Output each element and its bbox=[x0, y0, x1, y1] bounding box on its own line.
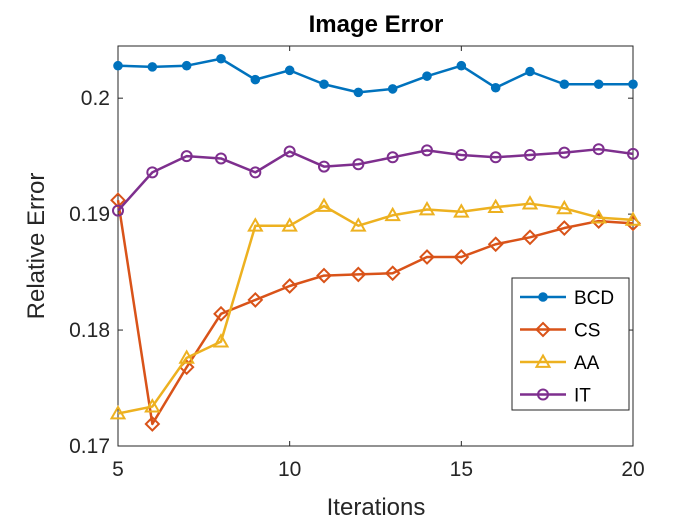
data-point-bcd bbox=[319, 79, 329, 90]
data-point-bcd bbox=[490, 82, 501, 93]
axes: 5 10 15 20 0.17 0.18 0.19 0.2 bbox=[69, 46, 645, 481]
x-tick-label: 20 bbox=[621, 458, 644, 481]
data-point-bcd bbox=[147, 62, 158, 72]
y-tick-label: 0.2 bbox=[81, 87, 110, 110]
data-point-it bbox=[215, 152, 227, 165]
data-point-cs bbox=[522, 229, 538, 246]
x-tick-label: 15 bbox=[450, 458, 473, 481]
x-tick-label: 10 bbox=[278, 458, 301, 481]
data-point-bcd bbox=[628, 79, 638, 90]
legend-swatch-marker bbox=[534, 353, 552, 368]
data-point-it bbox=[386, 151, 399, 164]
data-point-aa bbox=[281, 217, 298, 232]
data-point-it bbox=[592, 143, 605, 156]
data-point-bcd bbox=[559, 79, 570, 90]
series-aa bbox=[109, 195, 642, 420]
legend-swatch-marker bbox=[537, 388, 549, 401]
series-line-aa bbox=[117, 202, 634, 415]
data-point-aa bbox=[350, 217, 367, 232]
legend-swatch-marker bbox=[535, 321, 551, 338]
data-point-cs bbox=[384, 265, 401, 282]
data-point-cs bbox=[419, 249, 435, 265]
data-point-bcd bbox=[387, 84, 398, 94]
data-point-aa bbox=[212, 333, 230, 348]
series-line-bcd bbox=[117, 57, 633, 94]
x-axis-title: Iterations bbox=[327, 494, 426, 521]
data-point-aa bbox=[556, 199, 573, 215]
series-it bbox=[112, 143, 639, 217]
data-point-cs bbox=[556, 220, 573, 236]
data-point-bcd bbox=[250, 74, 261, 85]
data-point-bcd bbox=[284, 65, 295, 76]
data-point-it bbox=[627, 147, 639, 160]
data-point-it bbox=[318, 160, 330, 173]
data-point-cs bbox=[487, 236, 504, 253]
data-point-aa bbox=[144, 398, 161, 413]
data-point-it bbox=[455, 148, 468, 161]
legend-item-bcd: BCD bbox=[520, 288, 614, 309]
data-point-cs bbox=[281, 278, 298, 294]
legend-box bbox=[511, 277, 630, 411]
data-point-it bbox=[489, 151, 502, 164]
data-point-aa bbox=[487, 198, 504, 214]
data-point-it bbox=[146, 166, 159, 179]
data-point-aa bbox=[384, 206, 401, 222]
data-point-bcd bbox=[216, 53, 226, 64]
data-point-cs bbox=[350, 266, 367, 283]
x-tick-label: 5 bbox=[112, 458, 124, 481]
data-point-aa bbox=[109, 405, 127, 420]
data-point-it bbox=[180, 150, 193, 163]
data-point-aa bbox=[624, 211, 642, 226]
data-point-cs bbox=[213, 305, 229, 322]
data-point-bcd bbox=[456, 60, 467, 71]
data-point-it bbox=[249, 166, 262, 179]
chart-title: Image Error bbox=[309, 11, 444, 38]
data-point-it bbox=[352, 158, 365, 171]
data-point-it bbox=[112, 204, 124, 217]
y-tick-label: 0.18 bbox=[69, 319, 110, 342]
data-point-bcd bbox=[593, 79, 604, 90]
legend-label: BCD bbox=[574, 288, 614, 309]
data-point-it bbox=[558, 146, 571, 159]
data-point-it bbox=[421, 144, 433, 157]
data-point-bcd bbox=[353, 87, 364, 98]
data-point-aa bbox=[418, 200, 436, 216]
data-point-aa bbox=[315, 197, 333, 212]
data-point-aa bbox=[178, 349, 195, 364]
data-point-bcd bbox=[422, 71, 432, 81]
series-group bbox=[109, 53, 642, 432]
data-point-it bbox=[524, 148, 536, 161]
legend-label: AA bbox=[574, 353, 600, 374]
y-tick-label: 0.17 bbox=[69, 435, 110, 458]
series-line-it bbox=[117, 147, 634, 212]
data-point-bcd bbox=[113, 60, 123, 71]
data-point-it bbox=[283, 145, 296, 158]
y-tick-label: 0.19 bbox=[69, 203, 110, 226]
data-point-cs bbox=[110, 192, 126, 209]
data-point-cs bbox=[453, 249, 470, 265]
legend-label: IT bbox=[574, 386, 591, 407]
data-point-aa bbox=[453, 203, 470, 218]
data-point-aa bbox=[521, 195, 539, 210]
data-point-aa bbox=[247, 217, 264, 232]
series-bcd bbox=[113, 53, 638, 98]
data-point-cs bbox=[316, 267, 332, 284]
data-point-bcd bbox=[181, 60, 192, 71]
y-axis-title: Relative Error bbox=[23, 173, 50, 320]
data-point-bcd bbox=[525, 66, 535, 77]
legend-item-it: IT bbox=[520, 386, 591, 407]
data-point-cs bbox=[144, 416, 161, 432]
legend-item-cs: CS bbox=[520, 321, 600, 342]
series-line-cs bbox=[116, 200, 634, 426]
legend-item-aa: AA bbox=[520, 353, 600, 374]
data-point-aa bbox=[590, 209, 607, 224]
legend-label: CS bbox=[574, 321, 600, 342]
data-point-cs bbox=[247, 291, 264, 308]
legend: BCD CS AA IT bbox=[511, 277, 630, 411]
legend-swatch-marker bbox=[538, 292, 548, 302]
